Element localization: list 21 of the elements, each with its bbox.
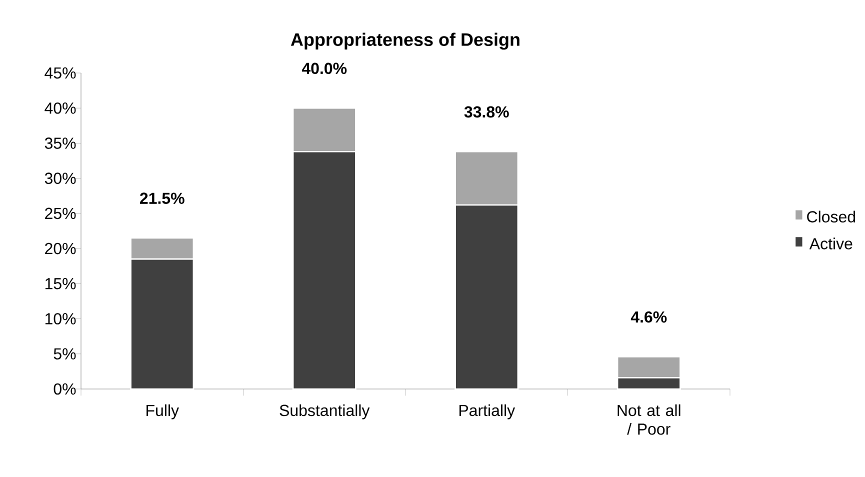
total-label: 21.5% (140, 192, 184, 204)
y-tick-label: 45% (44, 67, 76, 79)
total-label: 4.6% (630, 311, 667, 323)
y-tick-label: 15% (45, 278, 76, 290)
total-label: 40.0% (302, 62, 347, 74)
x-tick-label: Substantially (280, 404, 370, 420)
y-tick-label: 35% (44, 138, 76, 149)
y-tick-label: 10% (45, 313, 76, 324)
legend-label: Active (809, 238, 852, 250)
legend-label: Closed (807, 210, 856, 222)
y-tick-label: 20% (45, 242, 76, 254)
chart-title: Appropriateness of Design (290, 32, 520, 50)
y-tick-label: 40% (44, 102, 76, 114)
y-tick-label: 5% (54, 348, 76, 360)
y-tick-label: 25% (45, 208, 76, 220)
y-tick-label: 30% (44, 172, 76, 184)
y-tick-label: 0% (54, 383, 76, 395)
x-tick-label: Fully (146, 404, 179, 420)
total-label: 33.8% (464, 106, 509, 118)
x-tick-label: Partially (459, 404, 516, 420)
x-tick-label: Not at all / Poor (618, 404, 680, 435)
